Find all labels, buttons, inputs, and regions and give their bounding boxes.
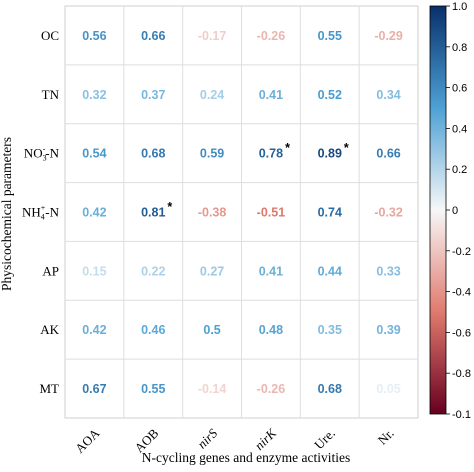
y-axis-title: Physicochemical parameters	[0, 137, 14, 291]
cell-value: -0.38	[198, 206, 227, 220]
cell-value: 0.35	[318, 323, 342, 337]
cell-value: 0.5	[203, 323, 220, 337]
cell-value: 0.66	[141, 29, 165, 43]
cell-value: 0.67	[82, 382, 106, 396]
colorbar-tick-label: 1.0	[452, 1, 467, 13]
row-label: NO3--N	[24, 145, 60, 163]
cell-value: 0.74	[318, 206, 342, 220]
column-label: Ure.	[311, 426, 338, 453]
cell-value: 0.24	[200, 88, 224, 102]
cell-value: 0.22	[141, 264, 165, 278]
colorbar	[429, 5, 447, 415]
cell-value: 0.41	[259, 264, 283, 278]
colorbar-tick-label: -0.4	[452, 287, 471, 299]
row-label: NH4+-N	[22, 204, 60, 222]
colorbar-tick-label: 0.4	[452, 123, 467, 135]
cell-value: 0.33	[376, 264, 400, 278]
cell-value: -0.14	[198, 382, 227, 396]
cell-value: -0.26	[257, 29, 286, 43]
cell-value: 0.59	[200, 147, 224, 161]
cell-value: 0.32	[82, 88, 106, 102]
cell-value: 0.89	[318, 147, 342, 161]
colorbar-tick-label: -0.8	[452, 368, 471, 380]
cell-value: -0.32	[374, 206, 403, 220]
cell-value: 0.27	[200, 264, 224, 278]
colorbar-tick-label: 0.6	[452, 83, 467, 95]
cell-value: 0.52	[318, 88, 342, 102]
significance-marker: *	[344, 141, 349, 155]
cell-value: 0.55	[141, 382, 165, 396]
cell-value: 0.37	[141, 88, 165, 102]
row-label: AP	[42, 263, 59, 278]
significance-marker: *	[285, 141, 290, 155]
cell-value: 0.66	[376, 147, 400, 161]
cell-value: 0.68	[318, 382, 342, 396]
cell-value: 0.46	[141, 323, 165, 337]
colorbar-tick-label: 0.8	[452, 42, 467, 54]
cell-value: 0.68	[141, 147, 165, 161]
row-label: AK	[40, 322, 59, 337]
column-label: nirS	[194, 425, 220, 451]
cell-value: -0.26	[257, 382, 286, 396]
cell-value: 0.54	[82, 147, 106, 161]
cell-value: 0.42	[82, 206, 106, 220]
row-label: TN	[42, 87, 60, 102]
row-label: MT	[40, 381, 60, 396]
column-label: nirK	[252, 425, 280, 453]
cell-value: 0.05	[376, 382, 400, 396]
cell-value: -0.51	[257, 206, 286, 220]
cell-value: 0.15	[82, 264, 106, 278]
column-label: Nr.	[375, 426, 397, 448]
significance-marker: *	[167, 200, 172, 214]
cell-value: -0.17	[198, 29, 227, 43]
cell-value: 0.34	[376, 88, 400, 102]
cell-value: 0.48	[259, 323, 283, 337]
x-axis-title: N-cycling genes and enzyme activities	[142, 450, 350, 465]
colorbar-tick-label: 0	[452, 205, 458, 217]
cell-value: 0.41	[259, 88, 283, 102]
cell-value: -0.29	[374, 29, 403, 43]
colorbar-tick-label: 0.2	[452, 164, 467, 176]
colorbar-tick-label: -0.6	[452, 327, 471, 339]
cell-value: 0.42	[82, 323, 106, 337]
colorbar-tick-label: -0.1	[452, 409, 471, 421]
cell-value: 0.56	[82, 29, 106, 43]
cell-value: 0.81	[141, 206, 165, 220]
cell-value: 0.78	[259, 147, 283, 161]
column-label: AOA	[72, 425, 103, 456]
row-label: OC	[41, 28, 59, 43]
cell-value: 0.55	[318, 29, 342, 43]
colorbar-tick-label: -0.2	[452, 246, 471, 258]
cell-value: 0.39	[376, 323, 400, 337]
cell-value: 0.44	[318, 264, 342, 278]
